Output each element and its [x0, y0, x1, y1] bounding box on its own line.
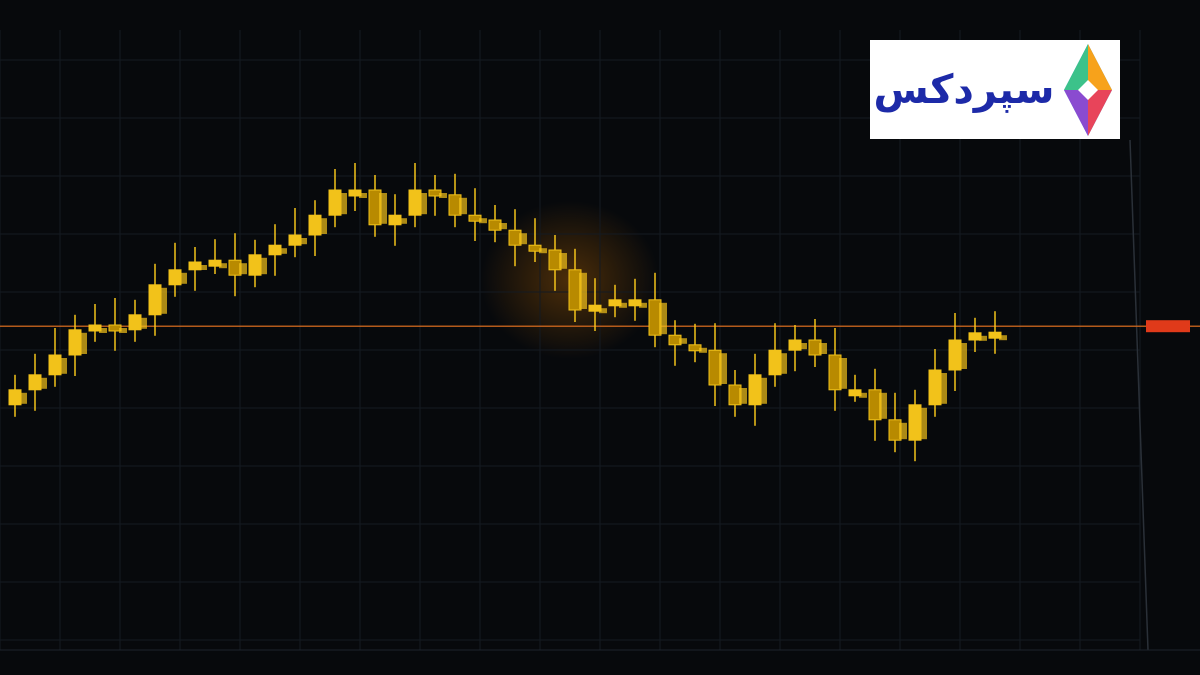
candle-body: [259, 257, 267, 275]
candle-body: [839, 358, 847, 389]
candle-body: [959, 343, 967, 369]
candle-body: [639, 302, 647, 308]
candle-body: [879, 392, 887, 419]
candle-body: [299, 238, 307, 245]
brand-logo: سپردکس: [870, 40, 1120, 139]
candle-body: [699, 347, 707, 353]
candle-body: [539, 248, 547, 254]
candle-body: [219, 263, 227, 269]
candle-body: [19, 392, 27, 404]
candle-body: [279, 248, 287, 254]
candle-body: [379, 193, 387, 224]
candle-body: [659, 302, 667, 335]
candle-body: [919, 407, 927, 440]
candle-body: [899, 422, 907, 440]
candle-body: [159, 287, 167, 314]
candle-body: [579, 272, 587, 309]
candle-body: [939, 373, 947, 404]
candle-body: [319, 218, 327, 234]
candle-body: [59, 358, 67, 374]
candle-body: [139, 317, 147, 329]
candle-body: [859, 392, 867, 398]
current-price-tag: [1146, 320, 1190, 333]
logo-text: سپردکس: [873, 66, 1055, 113]
candle-body: [439, 193, 447, 198]
candle-body: [399, 218, 407, 224]
diamond-logo-icon: [1064, 43, 1113, 136]
candle-body: [339, 193, 347, 215]
candle-body: [519, 233, 527, 245]
candle-body: [739, 388, 747, 404]
candle-body: [359, 193, 367, 198]
candle-body: [39, 377, 47, 389]
candle-body: [99, 328, 107, 333]
candle-body: [239, 263, 247, 275]
candle-body: [179, 272, 187, 284]
candle-body: [419, 193, 427, 215]
candle-body: [719, 353, 727, 384]
candle-body: [119, 328, 127, 333]
candle-body: [479, 218, 487, 224]
candle-body: [199, 265, 207, 270]
candle-body: [559, 253, 567, 269]
candle-body: [759, 377, 767, 404]
candle-body: [779, 353, 787, 374]
candle-body: [679, 338, 687, 344]
price-axis-line: [1129, 139, 1149, 651]
candle-body: [799, 343, 807, 350]
candle-body: [79, 332, 87, 354]
candle-body: [459, 197, 467, 215]
candle-body: [619, 302, 627, 308]
candle-body: [499, 223, 507, 230]
candle-body: [819, 343, 827, 354]
candle-body: [979, 335, 987, 341]
candle-body: [999, 335, 1007, 341]
candle-body: [599, 308, 607, 314]
